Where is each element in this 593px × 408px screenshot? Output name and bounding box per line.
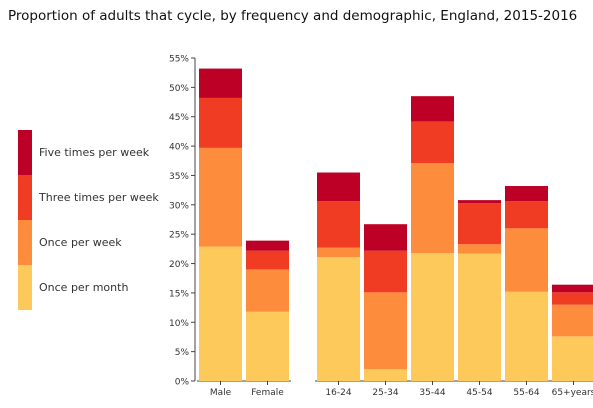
y-tick-label: 45% — [169, 113, 189, 123]
bar-segment — [552, 304, 593, 337]
x-tick-label: 16-24 — [325, 388, 351, 398]
bar-segment — [199, 246, 242, 381]
bar-segment — [411, 163, 454, 253]
y-tick-label: 10% — [169, 319, 189, 329]
x-tick-label: Female — [251, 388, 284, 398]
bar-segment — [199, 147, 242, 247]
bar-segment — [458, 244, 501, 254]
legend-swatch — [18, 220, 32, 265]
y-tick-label: 40% — [169, 143, 189, 153]
x-tick-label: 25-34 — [372, 388, 398, 398]
bar-segment — [246, 240, 289, 251]
bar-segment — [458, 200, 501, 204]
legend-label: Once per week — [39, 236, 122, 249]
x-tick-label: 45-54 — [466, 388, 492, 398]
legend-swatch — [18, 130, 32, 175]
legend-label: Once per month — [39, 281, 129, 294]
chart-title: Proportion of adults that cycle, by freq… — [8, 8, 578, 24]
x-tick-label: 55-64 — [513, 388, 539, 398]
bar-segment — [411, 252, 454, 381]
legend-swatch — [18, 175, 32, 220]
y-tick-label: 50% — [169, 84, 189, 94]
legend-item-once-per-month: Once per month — [18, 265, 178, 310]
bar-segment — [505, 228, 548, 292]
legend-item-five-times-per-week: Five times per week — [18, 130, 178, 175]
bar-segment — [505, 186, 548, 202]
y-tick-label: 30% — [169, 201, 189, 211]
legend-swatch — [18, 265, 32, 310]
y-tick-label: 5% — [175, 348, 190, 358]
bar-segment — [458, 253, 501, 381]
bar-segment — [364, 224, 407, 251]
bar-segment — [552, 284, 593, 293]
bar-segment — [458, 203, 501, 245]
bar-segment — [317, 247, 360, 258]
legend-label: Three times per week — [39, 191, 159, 204]
legend-item-once-per-week: Once per week — [18, 220, 178, 265]
bar-segment — [199, 68, 242, 98]
bar-segment — [505, 201, 548, 229]
bar-segment — [552, 336, 593, 381]
bar-segment — [364, 250, 407, 293]
legend: Five times per week Three times per week… — [18, 130, 178, 310]
y-tick-label: 55% — [169, 55, 189, 65]
y-tick-label: 35% — [169, 172, 189, 182]
x-tick-label: 35-44 — [419, 388, 445, 398]
y-tick-label: 0% — [175, 378, 190, 388]
y-tick-label: 20% — [169, 260, 189, 270]
bar-segment — [505, 291, 548, 381]
bar-segment — [246, 269, 289, 312]
bar-segment — [411, 96, 454, 122]
x-tick-label: Male — [210, 388, 232, 398]
y-tick-label: 15% — [169, 289, 189, 299]
bar-segment — [411, 121, 454, 164]
y-tick-label: 25% — [169, 231, 189, 241]
bar-segment — [317, 257, 360, 381]
bar-segment — [246, 311, 289, 381]
bar-segment — [317, 172, 360, 202]
bar-segment — [246, 250, 289, 270]
bar-segment — [199, 97, 242, 148]
legend-item-three-times-per-week: Three times per week — [18, 175, 178, 220]
bar-segment — [552, 292, 593, 305]
bar-segment — [317, 201, 360, 248]
legend-label: Five times per week — [39, 146, 150, 159]
x-tick-label: 65+years — [552, 388, 593, 398]
bar-segment — [364, 369, 407, 381]
bar-segment — [364, 292, 407, 370]
